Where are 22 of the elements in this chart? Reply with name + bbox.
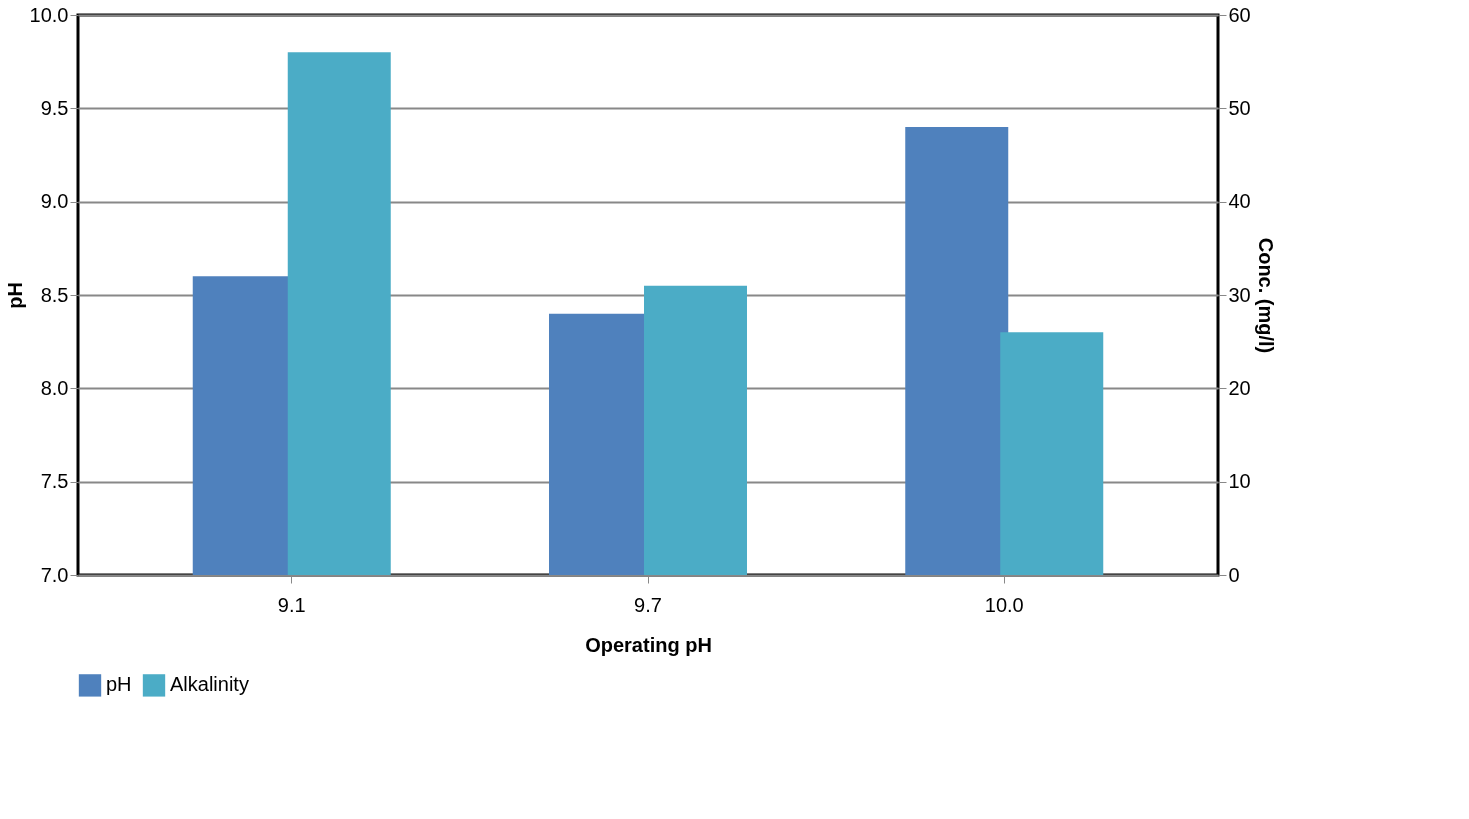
y-tick-label: 7.5: [40, 470, 69, 493]
y2-tick-label: 20: [1228, 376, 1251, 399]
y-tick-label: 10.0: [29, 3, 69, 26]
y-tick-label: 9.5: [40, 96, 69, 119]
x-tick-label: 9.1: [277, 593, 306, 616]
x-axis-title: Operating pH: [585, 633, 712, 656]
y-axis-title: pH: [3, 282, 26, 309]
y2-tick-label: 30: [1228, 283, 1251, 306]
legend-label: Alkalinity: [170, 673, 249, 696]
x-tick-label: 10.0: [984, 593, 1024, 616]
y2-tick-label: 10: [1228, 470, 1251, 493]
y-tick-label: 8.5: [40, 283, 69, 306]
y2-axis-title: Conc. (mg/l): [1254, 237, 1277, 354]
legend-label: pH: [106, 673, 132, 696]
y2-tick-label: 0: [1228, 563, 1240, 586]
y-tick-label: 8.0: [40, 376, 69, 399]
y2-tick-label: 50: [1228, 96, 1251, 119]
y2-tick-label: 40: [1228, 190, 1251, 213]
x-tick-label: 9.7: [634, 593, 662, 616]
y-tick-label: 9.0: [40, 190, 69, 213]
y2-tick-label: 60: [1228, 3, 1251, 26]
y-tick-label: 7.0: [40, 563, 69, 586]
